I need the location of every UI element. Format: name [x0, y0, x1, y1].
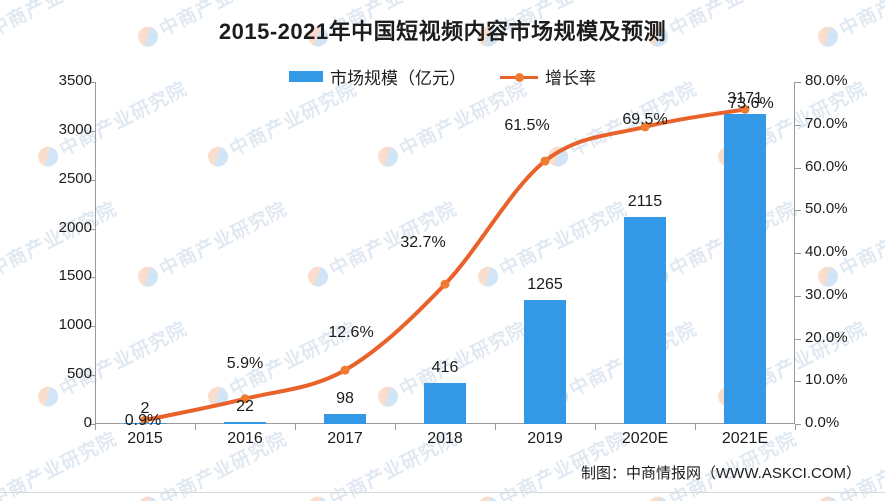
x-axis-tick [495, 424, 496, 430]
y-axis-left-label: 1000 [58, 316, 92, 334]
line-marker-2020E[interactable] [640, 122, 650, 132]
footer-divider [0, 492, 885, 493]
y-axis-left-label: 500 [66, 365, 92, 383]
growth-rate-label: 0.9% [124, 412, 162, 430]
line-marker-2019[interactable] [540, 156, 550, 166]
y-axis-left-tick [89, 424, 95, 425]
line-marker-2017[interactable] [340, 365, 350, 375]
watermark-logo-icon [304, 492, 332, 501]
plot-area: 0 500 1000 1500 2000 2500 3000 3500 0.0% 10.0% 20.… [59, 72, 848, 447]
x-axis-label: 2020E [621, 430, 669, 447]
x-axis-tick [695, 424, 696, 430]
legend-item-growth-rate[interactable]: 增长率 [500, 64, 596, 89]
x-axis-label: 2019 [527, 430, 563, 447]
legend-item-market-size[interactable]: 市场规模（亿元） [289, 64, 466, 89]
bar-value-label: 1265 [527, 276, 563, 294]
legend-line-swatch-icon [500, 71, 538, 83]
y-axis-right-tick [795, 82, 801, 83]
chart-legend: 市场规模（亿元） 增长率 [0, 64, 885, 89]
y-axis-left-label: 3500 [58, 72, 92, 89]
y-axis-left-tick [89, 179, 95, 181]
y-axis-right-label: 70.0% [805, 114, 848, 132]
bar-2017[interactable] [324, 414, 366, 424]
y-axis-left [95, 82, 96, 424]
bar-value-label: 3171 [727, 90, 763, 108]
y-axis-right-label: 30.0% [805, 285, 848, 303]
legend-bar-swatch-icon [289, 71, 323, 82]
y-axis-left-label: 3000 [58, 120, 92, 138]
y-axis-left-tick [89, 228, 95, 230]
watermark-logo-icon [134, 492, 162, 501]
bar-value-label: 416 [431, 359, 459, 377]
bar-2019[interactable] [524, 300, 566, 424]
bar-2015[interactable] [124, 423, 166, 424]
y-axis-left-label: 2500 [58, 169, 92, 187]
x-axis-label: 2016 [227, 430, 263, 447]
chart-title: 2015-2021年中国短视频内容市场规模及预测 [218, 19, 667, 44]
x-axis-tick [295, 424, 296, 430]
y-axis-right-tick [795, 210, 801, 212]
growth-rate-label: 5.9% [226, 354, 264, 372]
y-axis-right-tick [795, 124, 801, 126]
y-axis-right-label: 80.0% [805, 72, 848, 89]
x-axis-label: 2015 [127, 430, 163, 447]
line-marker-2021E[interactable] [740, 104, 750, 114]
x-axis-tick [195, 424, 196, 430]
legend-label-growth-rate: 增长率 [545, 69, 596, 88]
y-axis-right [794, 82, 795, 424]
bar-2018[interactable] [424, 383, 466, 424]
y-axis-left-label: 2000 [58, 218, 92, 236]
y-axis-left-tick [89, 277, 95, 279]
x-axis-label: 2021E [721, 430, 769, 447]
y-axis-right-tick [795, 295, 801, 297]
growth-rate-label: 32.7% [400, 234, 446, 252]
legend-label-market-size: 市场规模（亿元） [330, 69, 466, 88]
footer-credit: 制图：中商情报网（WWW.ASKCI.COM） [581, 465, 861, 482]
x-axis-label: 2018 [427, 430, 463, 447]
y-axis-right-tick [795, 167, 801, 169]
y-axis-right-tick [795, 381, 801, 383]
bar-value-label: 98 [336, 390, 354, 408]
y-axis-right-label: 40.0% [805, 243, 848, 260]
y-axis-left-label: 1500 [58, 267, 92, 285]
watermark-logo-icon [34, 382, 62, 410]
bar-value-label: 2 [140, 399, 150, 417]
bar-2021E[interactable] [724, 114, 766, 424]
x-axis-label: 2017 [327, 430, 363, 447]
line-marker-2018[interactable] [440, 279, 450, 289]
x-axis-tick [395, 424, 396, 430]
y-axis-right-label: 0.0% [805, 414, 840, 431]
y-axis-right-label: 50.0% [805, 200, 848, 218]
x-axis-tick [595, 424, 596, 430]
growth-rate-label: 73.6% [728, 95, 774, 113]
growth-rate-label: 61.5% [504, 117, 550, 135]
y-axis-right-label: 20.0% [805, 328, 848, 346]
watermark-logo-icon [644, 492, 672, 501]
growth-rate-line-series [140, 104, 750, 425]
y-axis-left-label: 0 [83, 414, 92, 431]
bar-2020E[interactable] [624, 217, 666, 424]
watermark-logo-icon [814, 492, 842, 501]
growth-rate-label: 12.6% [328, 324, 374, 342]
y-axis-left-tick [89, 82, 95, 83]
y-axis-right-tick [795, 338, 801, 340]
y-axis-left-tick [89, 130, 95, 132]
y-axis-right-tick [795, 424, 801, 425]
growth-rate-label: 69.5% [622, 110, 668, 128]
watermark-logo-icon [474, 492, 502, 501]
bar-value-label: 22 [236, 397, 254, 415]
y-axis-right-label: 60.0% [805, 157, 848, 175]
line-marker-2015[interactable] [140, 415, 150, 425]
y-axis-left-tick [89, 326, 95, 328]
y-axis-right-label: 10.0% [805, 371, 848, 389]
x-axis-tick [795, 424, 796, 430]
bar-2016[interactable] [224, 421, 266, 424]
line-marker-2016[interactable] [240, 394, 250, 404]
y-axis-right-tick [795, 253, 801, 254]
x-axis-tick [95, 424, 96, 430]
bar-value-label: 2115 [627, 193, 663, 211]
y-axis-left-tick [89, 375, 95, 377]
watermark-logo-icon [34, 142, 62, 170]
